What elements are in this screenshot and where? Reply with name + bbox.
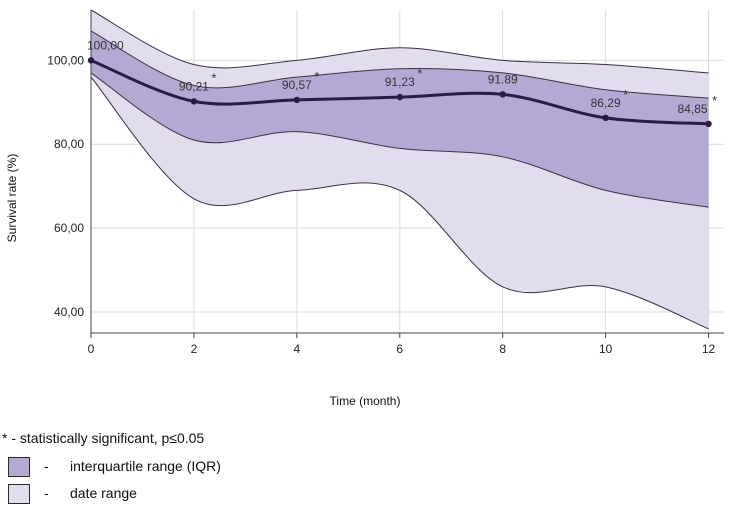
- x-tick-label: 0: [88, 342, 95, 356]
- y-tick-label: 40,00: [54, 305, 84, 319]
- iqr-upper-line: [90, 30, 709, 99]
- legend-label-range: date range: [70, 485, 137, 501]
- bands: [90, 9, 709, 330]
- significance-star: *: [211, 70, 216, 85]
- significance-star: *: [417, 66, 422, 81]
- y-tick-label: 100,00: [47, 53, 84, 67]
- significance-note: * - statistically significant, p≤0.05: [2, 430, 205, 446]
- x-tick-label: 4: [294, 342, 301, 356]
- range-swatch: [8, 484, 30, 504]
- x-tick-label: 6: [396, 342, 403, 356]
- median-point: [705, 120, 712, 128]
- iqr-swatch: [8, 457, 30, 477]
- median-point: [499, 91, 506, 98]
- data-label: 100,00: [87, 38, 124, 52]
- survival-chart: 40,00 60,00 80,00 100,00 0 2 4 6 8 10 12 100,00 90,…: [5, 9, 724, 408]
- median-point: [396, 93, 403, 101]
- median-point: [293, 96, 301, 104]
- axes: 40,00 60,00 80,00 100,00 0 2 4 6 8 10 12: [47, 10, 724, 356]
- iqr-band: [91, 30, 709, 208]
- x-axis-title: Time (month): [330, 394, 401, 408]
- legend-label-iqr: interquartile range (IQR): [70, 458, 221, 474]
- data-label: 91,23: [385, 75, 415, 89]
- y-tick-label: 60,00: [54, 221, 84, 235]
- significance-star: *: [314, 69, 319, 84]
- median-line-group: [87, 57, 712, 128]
- significance-star: *: [623, 87, 628, 102]
- y-axis-title: Survival rate (%): [5, 154, 19, 243]
- data-label: 90,57: [282, 78, 312, 92]
- x-tick-label: 8: [499, 342, 506, 356]
- y-tick-label: 80,00: [54, 137, 84, 151]
- x-tick-label: 2: [191, 342, 198, 356]
- data-label: 90,21: [179, 79, 209, 93]
- median-point: [190, 98, 198, 105]
- x-tick-label: 12: [702, 342, 716, 356]
- data-label: 84,85: [678, 102, 708, 116]
- legend-dash: -: [44, 485, 49, 501]
- iqr-lower-line: [90, 72, 709, 208]
- median-point: [87, 57, 95, 64]
- x-tick-label: 10: [599, 342, 613, 356]
- legend-item-range: - date range: [8, 484, 408, 506]
- data-label: 91.89: [488, 72, 518, 86]
- legend-item-iqr: - interquartile range (IQR): [8, 457, 408, 479]
- legend-dash: -: [44, 458, 49, 474]
- data-label: 86,29: [591, 96, 621, 110]
- significance-star: *: [712, 93, 717, 108]
- median-point: [602, 114, 609, 122]
- date-range-lower-line: [90, 76, 709, 330]
- date-range-upper-line: [90, 9, 709, 74]
